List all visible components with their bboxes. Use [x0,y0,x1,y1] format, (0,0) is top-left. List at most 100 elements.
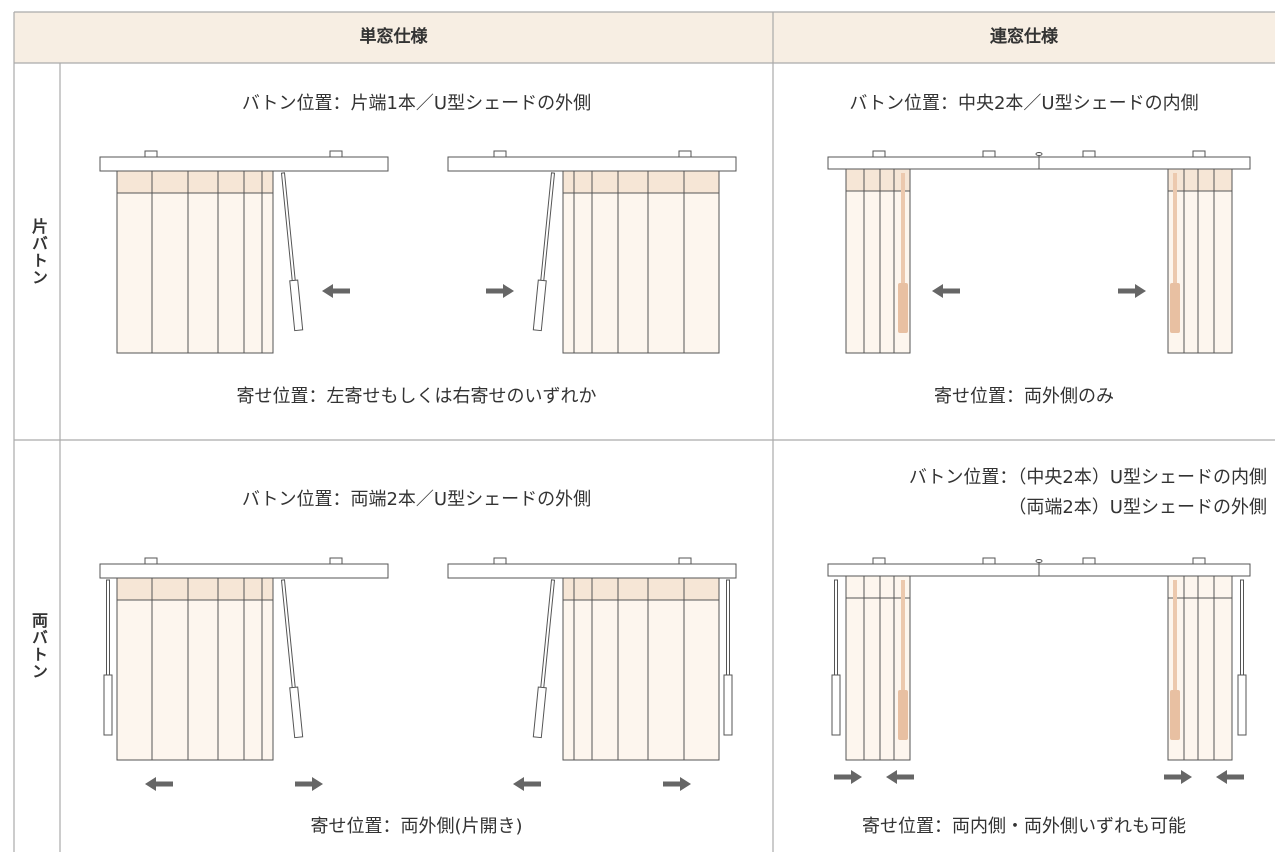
center-joint [1035,152,1043,156]
arrow-shaft [834,774,851,780]
center-joint [1035,559,1043,563]
slat-stack [116,577,274,761]
single-blind [99,150,389,354]
arrow-shaft [1227,774,1244,780]
single-blind [447,150,737,354]
row-label: 片バトン [29,217,48,286]
gather-caption: 寄せ位置：両外側(片開き) [310,816,523,837]
arrow-head [932,284,943,298]
bracket [982,150,996,158]
valance [562,170,720,194]
baton-handle [103,674,113,736]
gather-caption: 寄せ位置：両外側のみ [934,386,1114,407]
inner-baton [1173,580,1177,700]
arrow-head [312,777,323,791]
inner-baton-handle [898,283,908,333]
arrow-head [1216,770,1227,784]
inner-baton [901,173,905,293]
inner-baton-handle [898,690,908,740]
header-bg [14,12,1275,63]
baton-handle [289,686,304,739]
baton-rod [540,172,556,284]
arrow-head [1181,770,1192,784]
baton-caption: バトン位置：中央2本／U型シェードの内側 [849,93,1199,114]
baton-caption: （両端2本）U型シェードの外側 [1008,497,1267,518]
valance [1167,168,1233,192]
column-header: 単窓仕様 [359,27,428,47]
arrow-head [503,284,514,298]
gather-caption: 寄せ位置：両内側・両外側いずれも可能 [862,816,1186,837]
baton-rod [834,579,838,681]
baton-rod [1240,579,1244,681]
bracket [1082,150,1096,158]
baton-handle [289,279,304,332]
baton [280,172,304,332]
continuous-half [831,557,996,784]
slat-stack [562,170,720,354]
bracket [493,150,507,158]
baton-rod [726,579,730,681]
arrow-head [513,777,524,791]
arrow-head [1135,284,1146,298]
continuous-half [1082,557,1247,784]
inner-baton-handle [1170,283,1180,333]
baton-handle [532,686,547,739]
continuous-half [1082,150,1233,354]
continuous-half [845,150,996,354]
bracket [872,150,886,158]
bracket [872,557,886,565]
arrow-head [886,770,897,784]
single-blind [447,557,737,791]
arrow-head [322,284,333,298]
bracket [1192,557,1206,565]
arrow-shaft [1164,774,1181,780]
valance [562,577,720,601]
bracket [329,150,343,158]
valance [116,577,274,601]
bracket [144,557,158,565]
head-rail [447,563,737,579]
baton-caption: バトン位置：片端1本／U型シェードの外側 [241,93,592,114]
arrow-shaft [156,781,173,787]
baton-handle [1237,674,1247,736]
row-label: 両バトン [29,612,48,680]
bracket [678,150,692,158]
arrow-head [145,777,156,791]
arrow-shaft [943,288,960,294]
bracket [1192,150,1206,158]
valance [845,168,911,192]
arrow-head [680,777,691,791]
arrow-shaft [295,781,312,787]
arrow-shaft [663,781,680,787]
baton-caption: バトン位置：両端2本／U型シェードの外側 [241,489,592,510]
bracket [493,557,507,565]
column-header: 連窓仕様 [990,27,1058,47]
arrow-shaft [486,288,503,294]
table-lines [13,11,1275,852]
baton-rod [540,579,556,691]
bracket [329,557,343,565]
baton-caption: バトン位置：（中央2本）U型シェードの内側 [908,467,1267,488]
gather-caption: 寄せ位置：左寄せもしくは右寄せのいずれか [236,386,597,407]
slat-stack [562,577,720,761]
inner-baton [1173,173,1177,293]
arrow-shaft [897,774,914,780]
bracket [144,150,158,158]
baton-rod [280,172,296,284]
baton [532,172,556,332]
baton-handle [831,674,841,736]
baton-handle [532,279,547,332]
arrow-head [851,770,862,784]
single-blind [99,557,389,791]
inner-baton [901,580,905,700]
bracket [678,557,692,565]
arrow-shaft [1118,288,1135,294]
baton-rod [280,579,296,691]
baton [280,579,304,739]
baton-handle [723,674,733,736]
head-rail [99,563,389,579]
inner-baton-handle [1170,690,1180,740]
arrow-shaft [333,288,350,294]
